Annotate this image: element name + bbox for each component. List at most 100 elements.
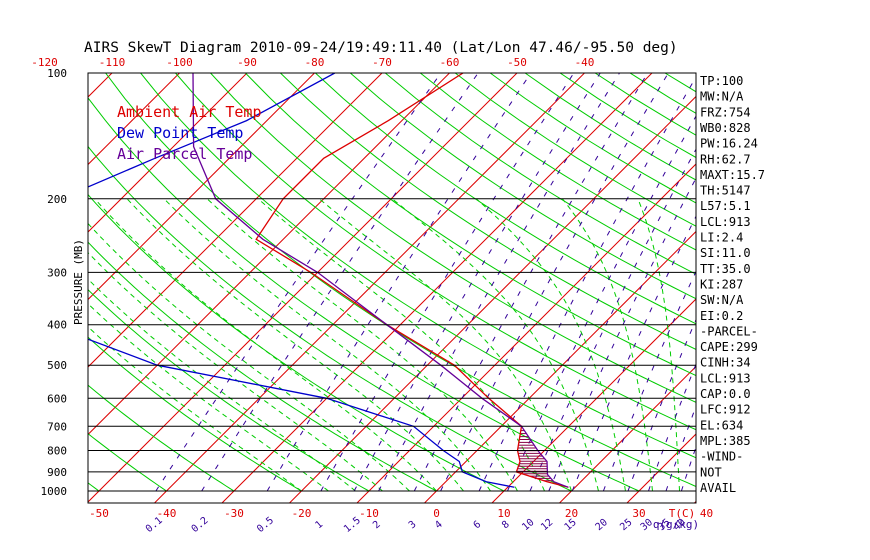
top-temp-tick-label: -100 [166, 56, 193, 69]
bottom-temp-tick-label: -30 [224, 507, 244, 520]
dry-adiabat-line [384, 73, 696, 275]
moist-adiabat-line [126, 198, 464, 492]
mixing-ratio-line [266, 73, 532, 492]
moist-adiabat-line [206, 198, 518, 492]
legend-entry: Air Parcel Temp [117, 145, 252, 163]
dry-adiabat-line [840, 73, 870, 491]
index-entry: LI:2.4 [700, 231, 743, 245]
top-temp-tick-label: -80 [305, 56, 325, 69]
bottom-temp-tick-label: 40 [700, 507, 713, 520]
isotherm-line [88, 73, 113, 98]
index-entry: CAP:0.0 [700, 387, 751, 401]
legend: Ambient Air Temp Dew Point Temp Air Parcel… [117, 103, 262, 163]
profile-ambient-air-temp [255, 73, 569, 488]
dry-adiabat-line [88, 336, 302, 492]
mixing-ratio-unit-label: q(g/kg) [653, 518, 699, 531]
dry-adiabat-line [88, 433, 167, 492]
mixing-ratio-line [440, 73, 669, 492]
mixing-ratio-line [155, 73, 442, 492]
top-temp-tick-label: -120 [31, 56, 58, 69]
index-entry: TH:5147 [700, 184, 751, 198]
dry-adiabat-line [88, 241, 437, 492]
moist-adiabat-line [475, 198, 626, 492]
index-entry: EI:0.2 [700, 309, 743, 323]
index-entry: LCL:913 [700, 371, 751, 385]
index-entry: MPL:385 [700, 434, 751, 448]
mixing-ratio-tick-label: 2 [371, 519, 383, 531]
bottom-temp-tick-label: 30 [632, 507, 645, 520]
legend-entry: Ambient Air Temp [117, 103, 262, 121]
isotherm-line [88, 73, 383, 368]
index-entry: L57:5.1 [700, 199, 751, 213]
isotherm-line [88, 73, 518, 503]
pressure-tick-label: 1000 [41, 485, 68, 498]
mixing-ratio-tick-label: 1 [313, 519, 325, 531]
mixing-ratio-tick-label: 0.2 [190, 515, 211, 535]
index-entry: MAXT:15.7 [700, 168, 765, 182]
dry-adiabat-line [175, 73, 696, 431]
dry-adiabat-line [105, 73, 696, 488]
moist-adiabat-line [562, 198, 653, 492]
moist-adiabat-line [391, 198, 599, 492]
legend-entry: Dew Point Temp [117, 124, 243, 142]
mixing-ratio-tick-label: 10 [520, 517, 536, 533]
index-entry: LFC:912 [700, 403, 751, 417]
pressure-tick-label: 400 [47, 319, 67, 332]
index-entry: MW:N/A [700, 90, 744, 104]
grid-lines [0, 73, 870, 503]
x-axis-label: T(C) [669, 507, 696, 520]
dry-adiabat-line [315, 73, 696, 325]
dry-adiabat-line [524, 73, 696, 181]
isotherm-line [154, 73, 585, 503]
isotherm-line [88, 73, 248, 233]
dry-adiabat-line [245, 73, 696, 377]
top-temp-tick-label: -50 [507, 56, 527, 69]
moist-adiabat-line [88, 278, 356, 492]
pressure-tick-label: 300 [47, 266, 67, 279]
mixing-ratio-tick-label: 0.5 [255, 515, 276, 535]
index-entry: LCL:913 [700, 215, 751, 229]
plot-frame [87, 72, 697, 504]
dry-adiabat-line [210, 73, 696, 403]
dry-adiabat-line [805, 73, 870, 491]
isotherm-line [830, 73, 870, 503]
profile-lines [88, 73, 569, 488]
moist-adiabat-line [88, 251, 383, 492]
index-entry: FRZ:754 [700, 105, 751, 119]
pressure-tick-label: 800 [47, 445, 67, 458]
index-entry: RH:62.7 [700, 152, 751, 166]
top-temp-tick-label: -110 [99, 56, 126, 69]
dry-adiabat-line [0, 73, 32, 491]
mixing-ratio-tick-label: 20 [594, 517, 610, 533]
bottom-temp-tick-label: 20 [565, 507, 578, 520]
dry-adiabat-line [88, 145, 572, 492]
dry-adiabat-line [770, 73, 870, 491]
bottom-temp-tick-label: -40 [157, 507, 177, 520]
mixing-ratio-tick-label: 6 [472, 519, 484, 531]
moist-adiabat-line [163, 198, 491, 492]
dry-adiabat-line [88, 193, 505, 492]
pressure-tick-label: 900 [47, 466, 67, 479]
isotherm-line [221, 73, 653, 503]
index-entry: NOT [700, 465, 722, 479]
mixing-ratio-tick-label: 3 [407, 519, 419, 531]
pressure-tick-label: 100 [47, 67, 67, 80]
dry-adiabat-line [349, 73, 696, 300]
mixing-ratio-tick-label: 8 [500, 519, 512, 531]
bottom-temp-tick-label: 10 [497, 507, 510, 520]
index-entry: CINH:34 [700, 356, 751, 370]
bottom-temp-tick-label: -10 [359, 507, 379, 520]
mixing-ratio-line [548, 177, 696, 492]
index-entry: WB0:828 [700, 121, 751, 135]
top-temp-tick-label: -60 [440, 56, 460, 69]
mixing-ratio-line [507, 115, 696, 492]
isotherm-line [0, 73, 45, 503]
mixing-ratio-line [529, 148, 696, 492]
index-entry: TP:100 [700, 74, 743, 88]
index-entry: EL:634 [700, 418, 743, 432]
isobars: 100 200 300 400 500 600 700 800 900 1000 [41, 67, 696, 498]
isotherm-line [559, 365, 696, 503]
index-entry: TT:35.0 [700, 262, 751, 276]
